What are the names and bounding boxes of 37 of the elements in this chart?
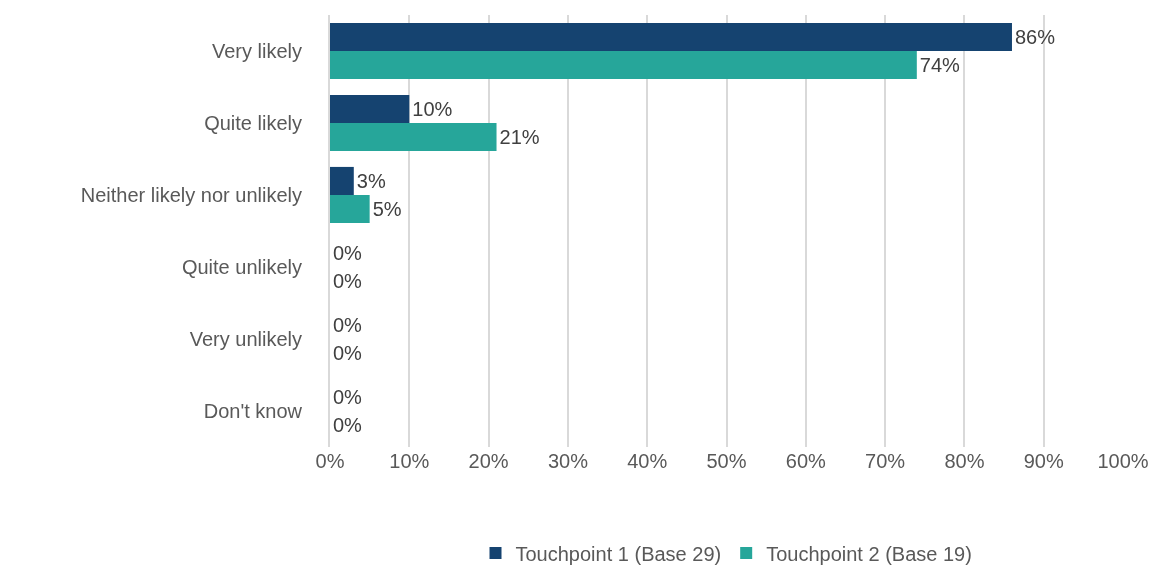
data-label: 0% xyxy=(333,241,363,264)
x-tick-label: 90% xyxy=(1023,450,1064,472)
y-tick-label: Quite likely xyxy=(204,112,302,134)
bar xyxy=(330,166,354,195)
data-label: 5% xyxy=(372,198,402,221)
data-label: 0% xyxy=(333,385,363,408)
data-label: 0% xyxy=(333,414,363,437)
x-tick-label: 10% xyxy=(389,450,430,472)
bar xyxy=(330,195,370,224)
data-label: 0% xyxy=(333,342,363,365)
y-tick-label: Neither likely nor unlikely xyxy=(80,184,302,206)
x-tick-label: 0% xyxy=(315,450,345,472)
x-tick-label: 50% xyxy=(706,450,747,472)
data-label: 74% xyxy=(919,54,961,77)
x-tick-label: 100% xyxy=(1097,450,1149,472)
data-label: 86% xyxy=(1014,25,1056,48)
y-tick-label: Quite unlikely xyxy=(181,256,302,278)
data-label: 10% xyxy=(412,97,453,120)
bar xyxy=(330,123,497,152)
data-label: 0% xyxy=(333,270,363,293)
data-label: 21% xyxy=(499,126,540,149)
bar xyxy=(330,22,1012,51)
y-tick-label: Very likely xyxy=(211,40,302,62)
bar xyxy=(330,51,917,80)
x-tick-label: 60% xyxy=(785,450,827,472)
data-label: 0% xyxy=(333,313,363,336)
x-tick-label: 70% xyxy=(865,450,906,472)
y-tick-label: Don't know xyxy=(203,400,303,422)
data-label: 3% xyxy=(356,169,386,192)
x-tick-label: 80% xyxy=(944,450,985,472)
legend-label: Touchpoint 2 (Base 19) xyxy=(766,542,972,565)
x-tick-label: 30% xyxy=(547,450,589,472)
x-tick-label: 40% xyxy=(627,450,668,472)
legend-label: Touchpoint 1 (Base 29) xyxy=(515,542,722,565)
y-tick-label: Very unlikely xyxy=(189,328,302,350)
x-tick-label: 20% xyxy=(468,450,509,472)
bar xyxy=(330,94,410,123)
